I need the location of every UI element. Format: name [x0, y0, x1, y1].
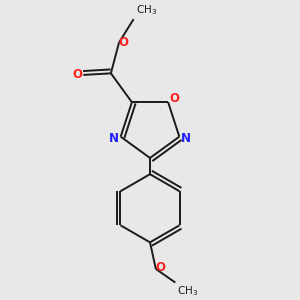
Text: O: O [155, 262, 165, 275]
Text: O: O [118, 36, 129, 49]
Text: CH$_3$: CH$_3$ [136, 3, 158, 16]
Text: N: N [181, 132, 191, 145]
Text: CH$_3$: CH$_3$ [177, 284, 198, 298]
Text: O: O [169, 92, 179, 105]
Text: N: N [109, 132, 119, 145]
Text: O: O [73, 68, 82, 81]
